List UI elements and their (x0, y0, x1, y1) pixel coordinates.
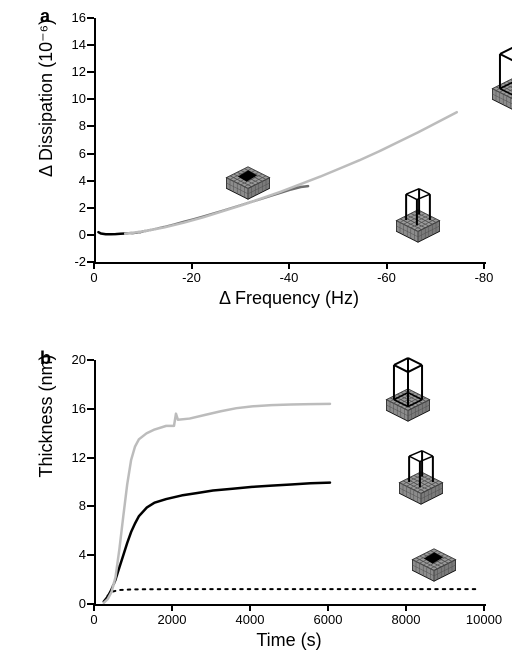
x-tick-label: -40 (264, 270, 314, 285)
frame-edge-icon (419, 189, 430, 194)
y-tick (87, 359, 94, 361)
x-tick (191, 262, 193, 269)
slab-icon (226, 167, 269, 199)
open-frame-series (125, 186, 308, 233)
y-tick (87, 44, 94, 46)
x-tick-label: -60 (362, 270, 412, 285)
y-tick (87, 234, 94, 236)
cube-top-edge-icon (408, 358, 422, 365)
frame-edge-icon (406, 189, 419, 194)
y-tick (87, 261, 94, 263)
figure-root: a0-20-40-60-80-20246810121416Δ Frequency… (0, 0, 512, 670)
x-tick-label: 6000 (303, 612, 353, 627)
y-tick (87, 17, 94, 19)
x-tick (249, 604, 251, 611)
y-tick-label: 0 (46, 227, 86, 242)
dotted-series (104, 589, 478, 603)
x-tick-label: 10000 (459, 612, 509, 627)
y-tick (87, 153, 94, 155)
y-tick-label: -2 (46, 254, 86, 269)
y-tick (87, 408, 94, 410)
black-series (104, 483, 330, 602)
slab-icon (412, 549, 455, 581)
y-tick (87, 457, 94, 459)
y-tick (87, 71, 94, 73)
x-tick (483, 604, 485, 611)
panel-a-plot (94, 18, 486, 264)
x-tick (288, 262, 290, 269)
y-tick (87, 505, 94, 507)
x-tick-label: -80 (459, 270, 509, 285)
y-tick (87, 98, 94, 100)
panel-a-yaxis-label: Δ Dissipation (10⁻⁶) (36, 0, 57, 220)
x-tick (93, 262, 95, 269)
x-tick (171, 604, 173, 611)
slab-icon (492, 47, 512, 110)
cube-top-edge-icon (394, 358, 408, 365)
x-tick (327, 604, 329, 611)
cube-top-edge-icon (408, 365, 422, 372)
light-series (104, 404, 330, 603)
slab-icon (386, 358, 429, 421)
cube-top-edge-icon (394, 365, 408, 372)
y-tick-label: 4 (46, 547, 86, 562)
frame-edge-icon (409, 451, 422, 456)
cube-top-edge-icon (500, 54, 512, 61)
frame-edge-icon (422, 451, 433, 456)
panel-b-svg (96, 360, 486, 604)
x-tick-label: -20 (167, 270, 217, 285)
y-tick (87, 603, 94, 605)
x-tick (386, 262, 388, 269)
frame-edge-icon (406, 194, 417, 199)
panel-b-plot (94, 360, 486, 606)
y-tick (87, 180, 94, 182)
y-tick (87, 207, 94, 209)
x-tick-label: 8000 (381, 612, 431, 627)
panel-b-yaxis-label: Thickness (nm) (36, 294, 57, 538)
x-tick-label: 4000 (225, 612, 275, 627)
y-tick (87, 554, 94, 556)
x-tick-label: 0 (69, 270, 119, 285)
x-tick (93, 604, 95, 611)
slab-icon (396, 189, 439, 242)
x-tick-label: 2000 (147, 612, 197, 627)
x-tick (405, 604, 407, 611)
panel-a-xaxis-label: Δ Frequency (Hz) (94, 288, 484, 309)
x-tick-label: 0 (69, 612, 119, 627)
slab-icon (399, 451, 442, 504)
panel-a-svg (96, 18, 486, 262)
y-tick (87, 125, 94, 127)
x-tick (483, 262, 485, 269)
cube-top-edge-icon (500, 47, 512, 54)
frame-edge-icon (409, 456, 420, 461)
panel-b-xaxis-label: Time (s) (94, 630, 484, 651)
y-tick-label: 0 (46, 596, 86, 611)
